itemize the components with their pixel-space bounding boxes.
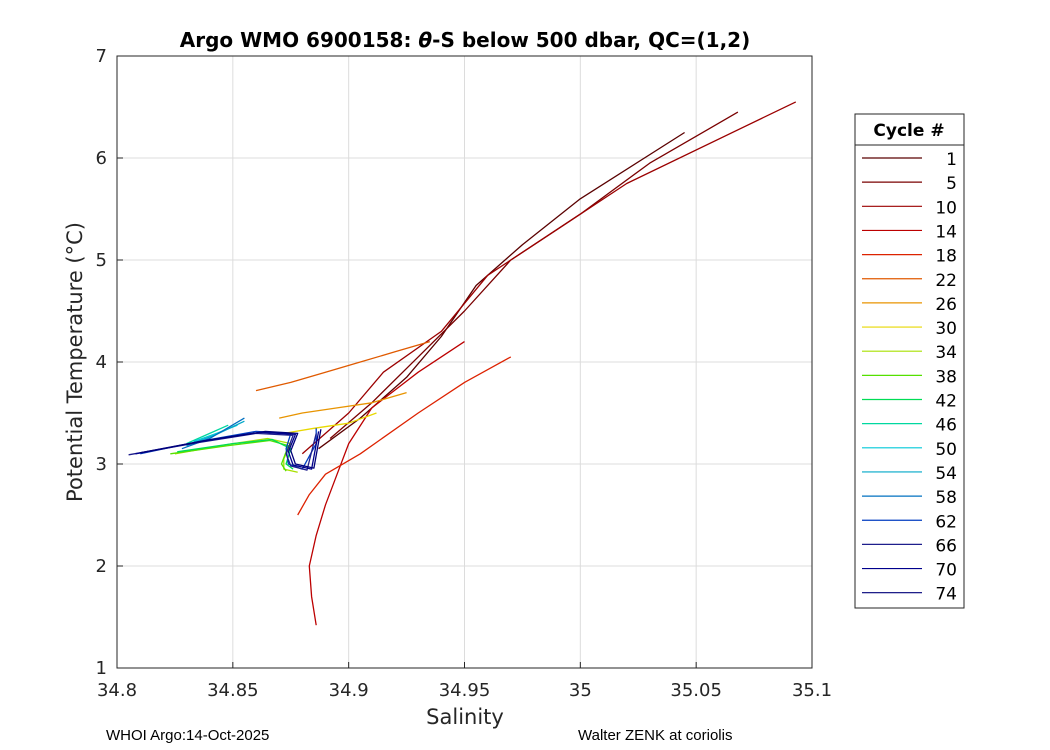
x-tick-label: 34.8 [97, 680, 137, 701]
y-tick-label: 7 [96, 46, 107, 67]
series-group [128, 101, 797, 626]
x-axis-label: Salinity [426, 705, 504, 729]
legend-label-cycle-10: 10 [935, 198, 957, 218]
y-axis-label: Potential Temperature (°C) [63, 222, 87, 502]
series-line-cycle-5 [329, 111, 739, 439]
legend-label-cycle-30: 30 [935, 319, 957, 339]
series-line-cycle-26 [279, 391, 407, 419]
legend: Cycle # 1 5 10 14 18 22 26 30 34 38 42 46 50 54 58 62 66… [854, 113, 965, 609]
legend-label-cycle-1: 1 [946, 150, 957, 170]
series-line-cycle-74 [140, 429, 322, 469]
series-line-cycle-14 [308, 341, 465, 626]
series-line-cycle-18 [297, 356, 512, 516]
series-line-cycle-46 [186, 424, 229, 445]
x-tick-label: 34.85 [207, 680, 259, 701]
series-line-cycle-30 [283, 412, 377, 435]
legend-label-cycle-70: 70 [935, 561, 957, 581]
y-tick-labels: 1 2 3 4 5 6 7 [96, 46, 107, 679]
legend-label-cycle-62: 62 [935, 512, 957, 532]
plot-area-frame [116, 55, 813, 669]
x-tick-label: 34.9 [329, 680, 369, 701]
x-tick-label: 35.05 [670, 680, 722, 701]
series-line-cycle-58 [181, 417, 245, 450]
x-tick-labels: 34.8 34.85 34.9 34.95 35 35.05 35.1 [97, 680, 832, 701]
y-tick-label: 1 [96, 658, 107, 679]
legend-label-cycle-66: 66 [935, 536, 957, 556]
y-tick-label: 4 [96, 352, 107, 373]
legend-label-cycle-58: 58 [935, 488, 957, 508]
legend-label-cycle-22: 22 [935, 271, 957, 291]
x-tick-label: 35.1 [792, 680, 832, 701]
legend-title: Cycle # [873, 121, 944, 141]
legend-label-cycle-14: 14 [935, 222, 957, 242]
legend-label-cycle-46: 46 [935, 416, 957, 436]
y-tick-label: 3 [96, 454, 107, 475]
legend-box [854, 113, 965, 609]
legend-label-cycle-18: 18 [935, 247, 957, 267]
y-tick-label: 2 [96, 556, 107, 577]
chart-title: Argo WMO 6900158: θ-S below 500 dbar, QC… [180, 28, 750, 52]
legend-label-cycle-38: 38 [935, 367, 957, 387]
legend-items: 1 5 10 14 18 22 26 30 34 38 42 46 50 54 58 62 66 70 74 [862, 150, 957, 605]
series-line-cycle-42 [177, 438, 294, 470]
legend-label-cycle-54: 54 [935, 464, 957, 484]
footer-right: Walter ZENK at coriolis [578, 727, 732, 744]
footer-left: WHOI Argo:14-Oct-2025 [106, 727, 269, 744]
legend-label-cycle-34: 34 [935, 343, 957, 363]
y-tick-label: 5 [96, 250, 107, 271]
legend-label-cycle-42: 42 [935, 392, 957, 412]
theta-symbol: θ [418, 28, 432, 52]
series-line-cycle-22 [255, 340, 430, 392]
legend-label-cycle-74: 74 [935, 585, 957, 605]
legend-label-cycle-26: 26 [935, 295, 957, 315]
legend-label-cycle-50: 50 [935, 440, 957, 460]
series-line-cycle-10 [301, 101, 797, 455]
x-tick-label: 34.95 [439, 680, 491, 701]
x-tick-label: 35 [569, 680, 592, 701]
legend-label-cycle-5: 5 [946, 174, 957, 194]
grid-lines [116, 55, 813, 669]
y-tick-label: 6 [96, 148, 107, 169]
